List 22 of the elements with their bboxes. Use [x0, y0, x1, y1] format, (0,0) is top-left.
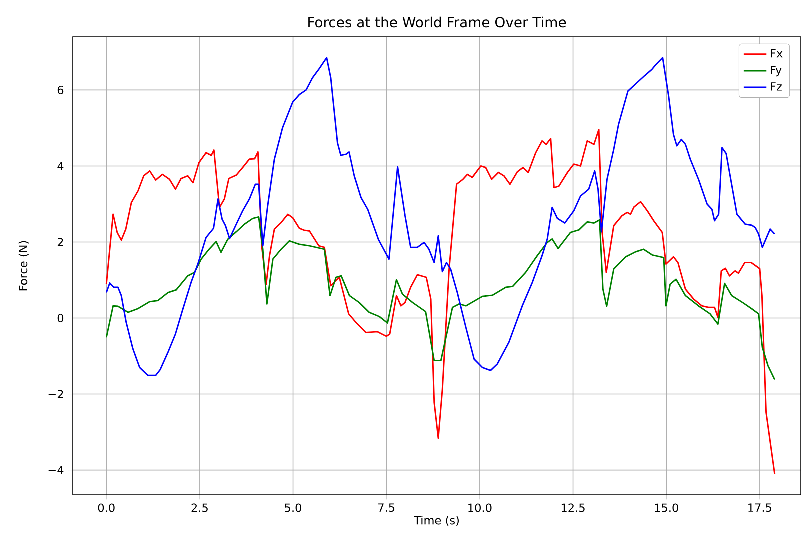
x-tick-label: 17.5 — [748, 504, 772, 512]
legend-label: Fy — [771, 66, 782, 77]
x-axis-title: Time (s) — [414, 516, 459, 526]
x-tick-label: 10.0 — [468, 504, 492, 512]
x-tick-label: 7.5 — [378, 504, 395, 512]
line-series — [106, 129, 776, 475]
line-series — [106, 216, 776, 381]
y-tick-label: 2 — [58, 238, 64, 246]
y-axis-title: Force (N) — [18, 241, 29, 291]
y-tick-label: 4 — [58, 162, 64, 170]
y-tick-label: −2 — [48, 390, 64, 398]
x-tick-label: 12.5 — [562, 504, 585, 512]
x-tick-label: 5.0 — [285, 504, 302, 512]
y-tick-label: −4 — [48, 466, 64, 474]
x-tick-label: 0.0 — [98, 504, 115, 512]
legend-label: Fz — [771, 82, 782, 91]
chart-title: Forces at the World Frame Over Time — [308, 16, 566, 28]
legend-label: Fx — [771, 49, 783, 58]
x-tick-label: 15.0 — [655, 504, 678, 512]
y-tick-label: 6 — [58, 86, 64, 94]
x-tick-label: 2.5 — [192, 504, 208, 512]
y-tick-label: 0 — [58, 314, 64, 323]
